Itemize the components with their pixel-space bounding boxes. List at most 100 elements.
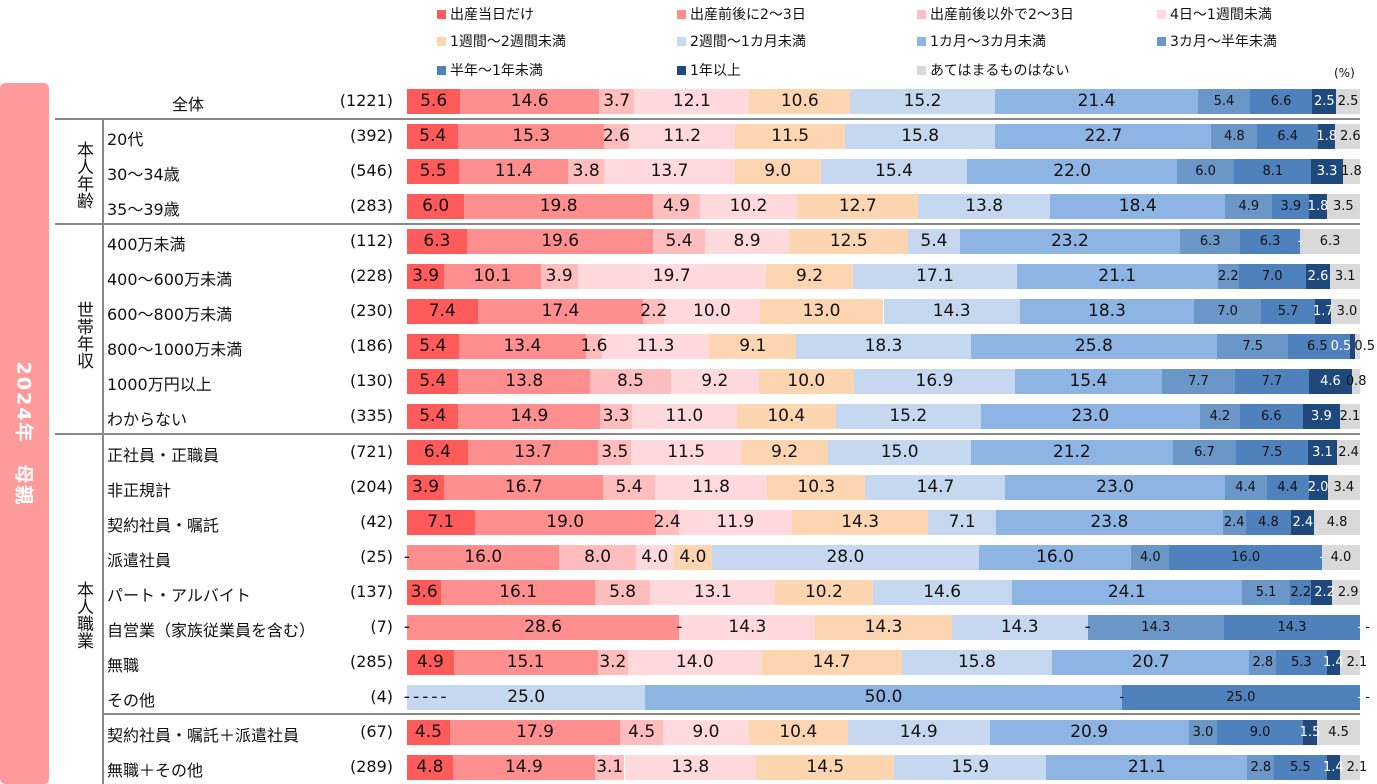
legend-swatch bbox=[677, 36, 686, 46]
row-label: 契約社員・嘱託 bbox=[107, 515, 220, 535]
legend-label: あてはまるものはない bbox=[930, 63, 1070, 79]
row-label: 20代 bbox=[107, 130, 144, 150]
data-label: 15.0 bbox=[880, 441, 919, 462]
data-label: 18.4 bbox=[1118, 196, 1157, 217]
data-label: - bbox=[1365, 689, 1371, 705]
data-label: 2.1 bbox=[1339, 409, 1361, 425]
bar-segment bbox=[1332, 579, 1360, 605]
data-label: 15.4 bbox=[875, 161, 913, 182]
bar-segment bbox=[477, 299, 644, 325]
bar-segment bbox=[458, 369, 590, 395]
data-label: 10.0 bbox=[693, 301, 731, 322]
data-label: 3.9 bbox=[412, 266, 440, 287]
legend-swatch bbox=[677, 9, 686, 19]
bar-segment bbox=[1194, 299, 1261, 325]
bar-segment bbox=[407, 579, 442, 605]
data-label: 1.4 bbox=[1322, 759, 1344, 775]
data-label: 14.3 bbox=[841, 511, 880, 532]
data-label: 13.8 bbox=[965, 196, 1004, 217]
bar-segment bbox=[643, 299, 665, 325]
data-label: 4.5 bbox=[1328, 724, 1349, 740]
data-label: 14.6 bbox=[510, 91, 549, 111]
data-label: - bbox=[422, 686, 429, 707]
data-label: 5.8 bbox=[609, 581, 637, 602]
data-label: - bbox=[1365, 619, 1371, 635]
legend-swatch bbox=[1157, 36, 1166, 46]
data-label: 19.8 bbox=[539, 196, 578, 217]
bar-segment bbox=[670, 369, 759, 395]
bar-segment bbox=[407, 719, 450, 745]
data-label: 0.8 bbox=[1345, 374, 1367, 390]
row-count: (721) bbox=[349, 441, 393, 461]
data-label: - bbox=[440, 686, 447, 707]
data-label: 4.6 bbox=[1320, 374, 1341, 390]
data-label: 10.4 bbox=[779, 721, 818, 742]
data-label: 10.3 bbox=[797, 476, 836, 497]
bar-segment bbox=[1180, 229, 1241, 255]
bar-segment bbox=[459, 159, 569, 185]
data-label: 23.0 bbox=[1071, 406, 1110, 427]
bar-segment bbox=[1257, 124, 1319, 150]
data-label: 2.1 bbox=[1346, 654, 1368, 670]
data-label: 6.4 bbox=[423, 441, 451, 462]
legend-item: 1カ月～3カ月未満 bbox=[917, 31, 1046, 51]
bar-segment bbox=[971, 439, 1173, 465]
bar-segment bbox=[407, 159, 460, 185]
legend-label: 出産当日だけ bbox=[450, 7, 534, 23]
bar-segment bbox=[407, 614, 680, 640]
bar-segment bbox=[1005, 474, 1225, 500]
bar-segment bbox=[1222, 509, 1246, 535]
bar-segment bbox=[1019, 299, 1195, 325]
bar-segment bbox=[1311, 579, 1333, 605]
bar-segment bbox=[407, 299, 478, 325]
data-label: 11.8 bbox=[692, 476, 730, 497]
data-label: 10.6 bbox=[780, 91, 819, 111]
data-label: 4.0 bbox=[1330, 549, 1352, 565]
row-count: (228) bbox=[349, 266, 393, 286]
data-label: 3.9 bbox=[545, 266, 573, 287]
bar-segment bbox=[980, 404, 1200, 430]
data-label: 25.0 bbox=[507, 686, 546, 707]
row-label: 自営業（家族従業員を含む） bbox=[107, 620, 316, 640]
data-label: 6.3 bbox=[1259, 234, 1281, 250]
legend-swatch bbox=[917, 9, 926, 19]
data-label: 7.0 bbox=[1217, 304, 1238, 320]
bar-segment bbox=[1337, 439, 1360, 465]
bar-segment bbox=[872, 579, 1012, 605]
bar-segment bbox=[603, 474, 655, 500]
bar-segment bbox=[407, 264, 445, 290]
bar-segment bbox=[928, 509, 996, 535]
bar-segment bbox=[1352, 369, 1360, 395]
data-label: 20.7 bbox=[1131, 651, 1170, 672]
bar-segment bbox=[1339, 754, 1360, 780]
bar-segment bbox=[586, 334, 602, 360]
data-label: - bbox=[1319, 549, 1325, 565]
data-label: 1.6 bbox=[580, 336, 608, 357]
bar-segment bbox=[1330, 264, 1360, 290]
data-label: 8.9 bbox=[733, 231, 761, 252]
data-label: 2.2 bbox=[1314, 584, 1335, 600]
row-label: 400万未満 bbox=[107, 235, 186, 255]
bar-segment bbox=[853, 369, 1015, 395]
data-label: 7.0 bbox=[1261, 269, 1283, 285]
legend-swatch bbox=[437, 9, 446, 19]
data-label: 14.6 bbox=[923, 581, 962, 602]
bar-segment bbox=[828, 439, 971, 465]
bar-segment bbox=[1288, 334, 1351, 360]
bar-segment bbox=[1241, 579, 1291, 605]
data-label: 17.9 bbox=[516, 721, 554, 742]
bar-segment bbox=[1307, 439, 1338, 465]
bar-segment bbox=[1326, 754, 1340, 780]
row-label: わからない bbox=[107, 410, 188, 430]
bar-segment bbox=[594, 754, 625, 780]
bar-segment bbox=[995, 124, 1212, 150]
bar-segment bbox=[600, 404, 632, 430]
data-label: 21.1 bbox=[1127, 756, 1166, 777]
row-label: 正社員・正職員 bbox=[107, 445, 220, 465]
data-label: 3.1 bbox=[1334, 269, 1356, 285]
data-label: - bbox=[1084, 616, 1091, 637]
bar-segment bbox=[444, 264, 541, 290]
bar-segment bbox=[1238, 264, 1306, 290]
bar-segment bbox=[663, 719, 749, 745]
bar-segment bbox=[568, 159, 605, 185]
